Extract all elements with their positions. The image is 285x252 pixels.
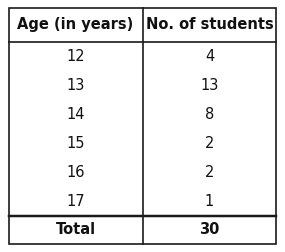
Text: 15: 15 [66, 136, 85, 151]
Text: 30: 30 [199, 223, 220, 237]
Text: 14: 14 [66, 107, 85, 122]
Text: 2: 2 [205, 165, 214, 180]
Text: 4: 4 [205, 49, 214, 64]
Text: Total: Total [56, 223, 95, 237]
Text: 12: 12 [66, 49, 85, 64]
Text: 1: 1 [205, 194, 214, 209]
Text: 13: 13 [66, 78, 85, 93]
Text: 16: 16 [66, 165, 85, 180]
Text: Age (in years): Age (in years) [17, 17, 134, 33]
Text: 13: 13 [200, 78, 219, 93]
Text: 2: 2 [205, 136, 214, 151]
Text: No. of students: No. of students [146, 17, 273, 33]
Text: 8: 8 [205, 107, 214, 122]
Text: 17: 17 [66, 194, 85, 209]
